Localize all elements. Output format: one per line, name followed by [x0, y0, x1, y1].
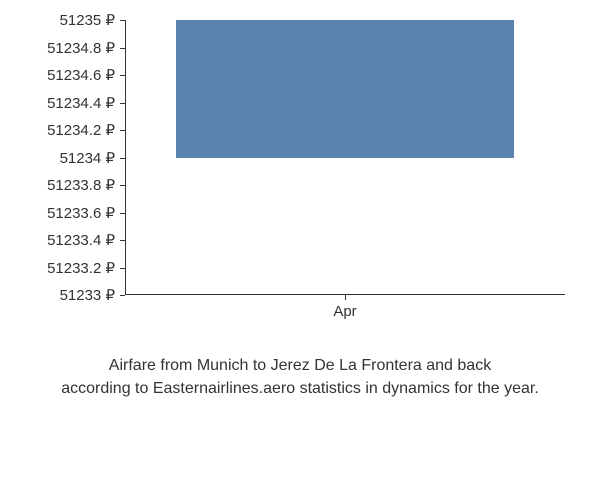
y-tick-mark	[120, 20, 125, 21]
y-tick-mark	[120, 268, 125, 269]
y-tick-label: 51233.6 ₽	[47, 204, 115, 222]
y-tick-label: 51234.8 ₽	[47, 39, 115, 57]
y-tick-label: 51234.2 ₽	[47, 121, 115, 139]
x-tick-mark	[345, 295, 346, 300]
y-tick-label: 51235 ₽	[60, 11, 115, 29]
y-tick-mark	[120, 185, 125, 186]
x-tick-label: Apr	[333, 303, 356, 320]
y-tick-label: 51234.4 ₽	[47, 94, 115, 112]
caption-line-2: according to Easternairlines.aero statis…	[20, 378, 580, 400]
y-tick-mark	[120, 48, 125, 49]
y-tick-label: 51233.2 ₽	[47, 259, 115, 277]
bar-apr	[176, 20, 515, 158]
y-tick-label: 51233.8 ₽	[47, 176, 115, 194]
chart-container: 51235 ₽51234.8 ₽51234.6 ₽51234.4 ₽51234.…	[10, 20, 565, 340]
chart-caption: Airfare from Munich to Jerez De La Front…	[0, 355, 600, 400]
y-tick-mark	[120, 213, 125, 214]
y-tick-mark	[120, 158, 125, 159]
y-tick-mark	[120, 295, 125, 296]
y-tick-mark	[120, 103, 125, 104]
y-tick-label: 51234.6 ₽	[47, 66, 115, 84]
caption-line-1: Airfare from Munich to Jerez De La Front…	[20, 355, 580, 377]
y-tick-mark	[120, 240, 125, 241]
y-tick-label: 51234 ₽	[60, 149, 115, 167]
plot-area	[125, 20, 565, 295]
y-tick-mark	[120, 75, 125, 76]
y-tick-mark	[120, 130, 125, 131]
y-tick-label: 51233 ₽	[60, 286, 115, 304]
y-tick-label: 51233.4 ₽	[47, 231, 115, 249]
